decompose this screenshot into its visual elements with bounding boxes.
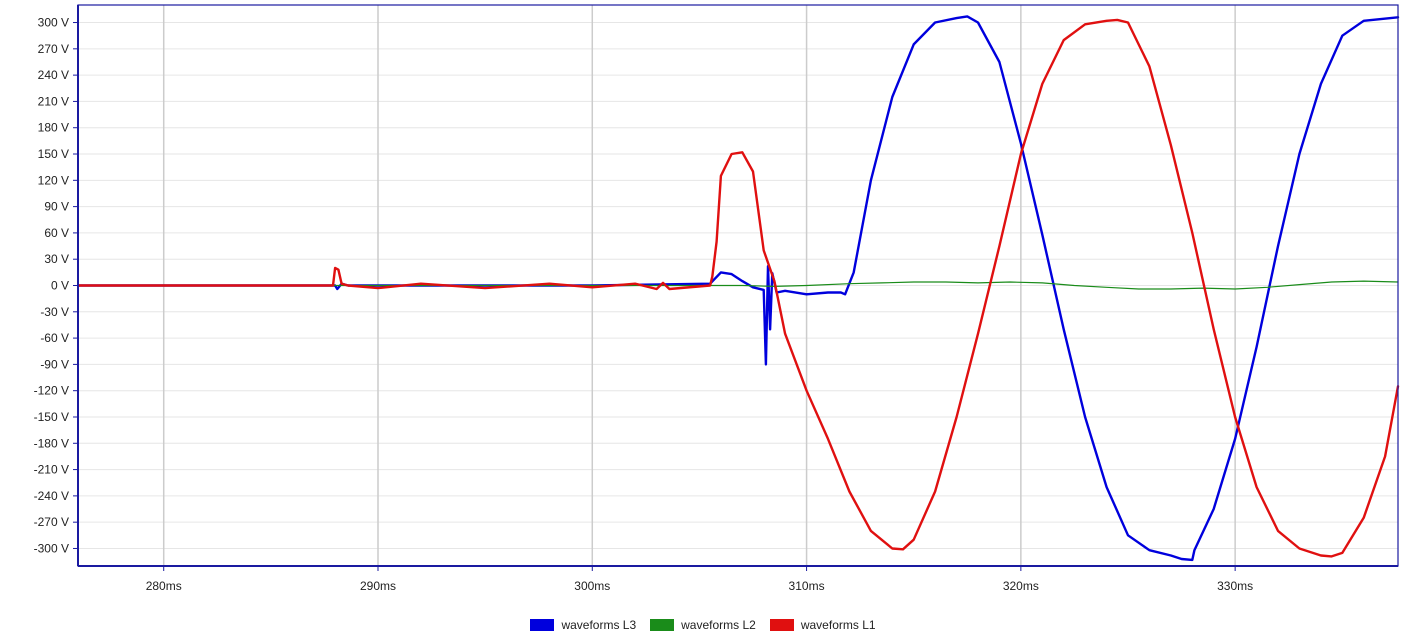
y-tick-label: -90 V: [40, 357, 69, 371]
y-tick-label: -60 V: [40, 331, 69, 345]
legend-swatch-l2: [650, 619, 675, 631]
y-tick-label: 0 V: [51, 279, 69, 293]
y-tick-label: -150 V: [34, 410, 69, 424]
y-tick-label: 180 V: [38, 121, 69, 135]
y-tick-label: -300 V: [34, 541, 69, 555]
y-tick-label: -210 V: [34, 463, 69, 477]
series-line-waveforms-l2: [77, 280, 1399, 290]
y-tick-label: 30 V: [44, 252, 69, 266]
x-tick-label: 300ms: [574, 579, 610, 593]
y-tick-label: 150 V: [38, 147, 69, 161]
legend-label-l1: waveforms L1: [800, 618, 876, 632]
y-axis-tick-labels: 300 V 270 V 240 V 210 V 180 V 150 V 120 V 90 V 6…: [34, 16, 78, 555]
y-tick-label: 120 V: [38, 173, 69, 187]
x-tick-label: 330ms: [1217, 579, 1253, 593]
y-tick-label: 60 V: [44, 226, 69, 240]
legend-item-l2[interactable]: waveforms L2: [650, 618, 756, 632]
y-tick-label: -180 V: [34, 436, 69, 450]
y-tick-label: 240 V: [38, 68, 69, 82]
legend-label-l2: waveforms L2: [681, 618, 756, 632]
x-tick-label: 320ms: [1003, 579, 1039, 593]
y-tick-label: -30 V: [40, 305, 69, 319]
legend-item-l3[interactable]: waveforms L3: [530, 618, 636, 632]
series-lines: [76, 15, 1400, 562]
chart-legend: waveforms L3 waveforms L2 waveforms L1: [0, 618, 1406, 632]
y-tick-label: -240 V: [34, 489, 69, 503]
series-line-waveforms-l1: [76, 18, 1400, 558]
legend-item-l1[interactable]: waveforms L1: [769, 618, 876, 632]
y-tick-label: -270 V: [34, 515, 69, 529]
y-tick-label: 210 V: [38, 94, 69, 108]
y-tick-label: -120 V: [34, 384, 69, 398]
legend-label-l3: waveforms L3: [561, 618, 637, 632]
x-tick-label: 310ms: [789, 579, 825, 593]
y-tick-label: 300 V: [38, 16, 69, 30]
x-tick-label: 290ms: [360, 579, 396, 593]
legend-swatch-l1: [769, 619, 794, 631]
x-tick-label: 280ms: [146, 579, 182, 593]
series-line-waveforms-l3: [76, 15, 1400, 562]
x-axis-tick-labels: 280ms 290ms 300ms 310ms 320ms 330ms: [146, 566, 1253, 593]
y-tick-label: 270 V: [38, 42, 69, 56]
y-tick-label: 90 V: [44, 200, 69, 214]
legend-swatch-l3: [530, 619, 555, 631]
